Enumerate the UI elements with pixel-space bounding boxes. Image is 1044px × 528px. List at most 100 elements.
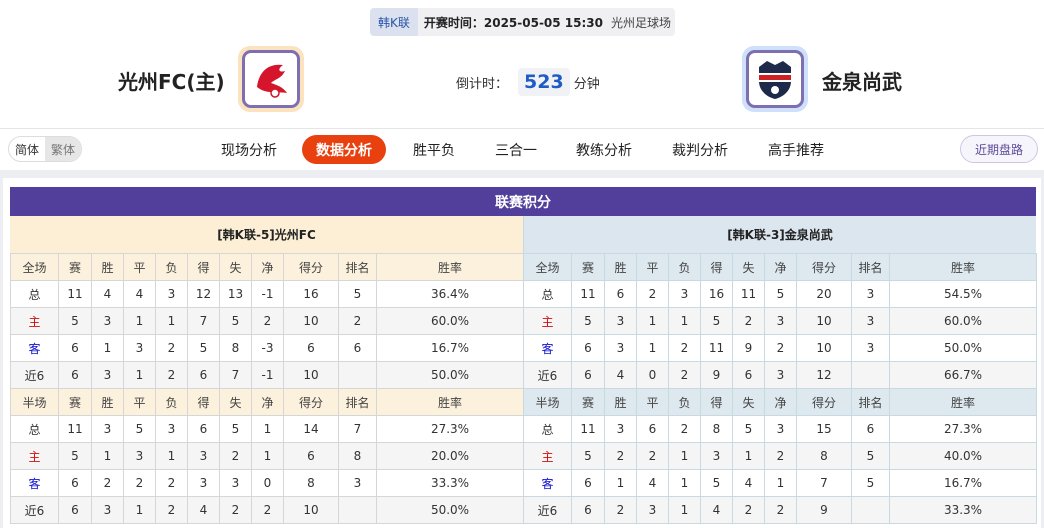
tab-three-in-one[interactable]: 三合一 [495, 142, 537, 159]
tab-coach-analysis[interactable]: 教练分析 [576, 142, 632, 159]
column-header: 排名 [338, 253, 377, 281]
table-row: 客 6 1 3 2 5 8 -3 6 6 16.7% [10, 334, 524, 362]
table-cell: 3 [851, 334, 890, 362]
table-cell: 6 [636, 415, 669, 443]
table-cell: 1 [123, 361, 156, 389]
table-cell: 2 [732, 496, 765, 524]
table-cell: 3 [91, 415, 124, 443]
header-row: 半场赛胜平负得失净得分 排名 胜率 [10, 388, 524, 416]
row-label: 客 [10, 469, 59, 497]
table-row: 主 5 2 2 1 3 1 2 8 5 40.0% [523, 442, 1037, 470]
table-cell: 10 [283, 361, 339, 389]
column-header: 排名 [338, 388, 377, 416]
table-cell: 7 [338, 415, 377, 443]
table-cell: 3 [91, 361, 124, 389]
lang-traditional[interactable]: 繁体 [45, 137, 82, 161]
table-cell: 10 [283, 307, 339, 335]
table-cell: 2 [155, 334, 188, 362]
table-cell: 5 [700, 469, 733, 497]
table-cell: 1 [732, 442, 765, 470]
table-cell: 3 [91, 307, 124, 335]
table-cell: 5 [58, 307, 92, 335]
table-cell: 16 [283, 280, 339, 308]
column-header: 胜率 [376, 388, 524, 416]
table-cell: 16.7% [889, 469, 1037, 497]
row-label: 近6 [523, 496, 572, 524]
table-cell: 16.7% [376, 334, 524, 362]
table-cell: 2 [123, 469, 156, 497]
column-header: 净 [764, 388, 797, 416]
column-header: 胜 [604, 253, 637, 281]
table-cell: 2 [338, 307, 377, 335]
table-cell [851, 496, 890, 524]
table-cell: 5 [219, 415, 252, 443]
table-cell: 50.0% [376, 361, 524, 389]
match-info-badge: 韩K联 开赛时间：2025-05-05 15:30 光州足球场 [370, 8, 675, 36]
recent-odds-button[interactable]: 近期盘路 [959, 135, 1038, 163]
column-header: 半场 [523, 388, 572, 416]
table-cell: 5 [851, 442, 890, 470]
table-cell: 5 [219, 307, 252, 335]
lang-simplified[interactable]: 简体 [15, 142, 40, 157]
table-cell: 2 [604, 442, 637, 470]
column-header: 赛 [58, 388, 92, 416]
column-header: 失 [219, 388, 252, 416]
league-label[interactable]: 韩K联 [370, 8, 418, 36]
row-label: 总 [523, 280, 572, 308]
table-cell: 12 [796, 361, 852, 389]
table-cell: 11 [58, 280, 92, 308]
table-cell: 6 [338, 334, 377, 362]
table-cell: 3 [604, 415, 637, 443]
column-header: 平 [636, 388, 669, 416]
kickoff-time: 开赛时间：2025-05-05 15:30 [423, 15, 604, 30]
tab-live-analysis[interactable]: 现场分析 [221, 142, 277, 159]
table-cell: 1 [668, 469, 701, 497]
tab-win-draw-loss[interactable]: 胜平负 [413, 142, 455, 159]
table-cell: 6 [571, 469, 605, 497]
away-team-logo[interactable] [742, 46, 808, 112]
table-cell: 6 [732, 361, 765, 389]
table-cell: 14 [283, 415, 339, 443]
tab-expert-picks[interactable]: 高手推荐 [768, 142, 824, 159]
language-toggle[interactable]: 简体 繁体 [8, 136, 83, 162]
home-standings-table: 全场赛胜平负得失净得分 排名 胜率总 11 4 4 3 12 13 -1 16 5 36.4% 主 5 3 1 1… [10, 253, 524, 524]
row-label: 总 [10, 415, 59, 443]
table-row: 客 6 1 4 1 5 4 1 7 5 16.7% [523, 469, 1037, 497]
table-cell: 3 [155, 415, 188, 443]
table-cell: -1 [251, 361, 284, 389]
table-cell: 2 [155, 496, 188, 524]
home-team-logo[interactable] [238, 46, 304, 112]
column-header: 得 [187, 388, 220, 416]
table-cell: 1 [636, 307, 669, 335]
column-header: 胜 [91, 253, 124, 281]
table-cell: 27.3% [889, 415, 1037, 443]
table-row: 客 6 2 2 2 3 3 0 8 3 33.3% [10, 469, 524, 497]
table-cell: 5 [700, 307, 733, 335]
table-cell: 3 [155, 280, 188, 308]
table-cell: 1 [123, 307, 156, 335]
row-label: 客 [523, 469, 572, 497]
table-cell: 8 [283, 469, 339, 497]
table-cell: 11 [571, 280, 605, 308]
table-cell: 16 [700, 280, 733, 308]
nav-bar: 简体 繁体 现场分析 数据分析 胜平负 三合一 教练分析 裁判分析 高手推荐 近… [0, 128, 1044, 170]
table-cell: 12 [187, 280, 220, 308]
table-cell: 2 [219, 496, 252, 524]
row-label: 总 [523, 415, 572, 443]
tab-data-analysis[interactable]: 数据分析 [302, 135, 386, 164]
tab-referee-analysis[interactable]: 裁判分析 [672, 142, 728, 159]
table-cell: 7 [219, 361, 252, 389]
column-header: 净 [251, 253, 284, 281]
table-cell: 5 [123, 415, 156, 443]
table-cell: 3 [91, 496, 124, 524]
table-row: 客 6 3 1 2 11 9 2 10 3 50.0% [523, 334, 1037, 362]
table-row: 总 11 3 5 3 6 5 1 14 7 27.3% [10, 415, 524, 443]
column-header: 全场 [10, 253, 59, 281]
table-cell: 8 [338, 442, 377, 470]
table-cell: 1 [604, 469, 637, 497]
table-cell: 3 [764, 415, 797, 443]
column-header: 排名 [851, 388, 890, 416]
table-cell [338, 496, 377, 524]
column-header: 负 [668, 253, 701, 281]
row-label: 近6 [10, 361, 59, 389]
